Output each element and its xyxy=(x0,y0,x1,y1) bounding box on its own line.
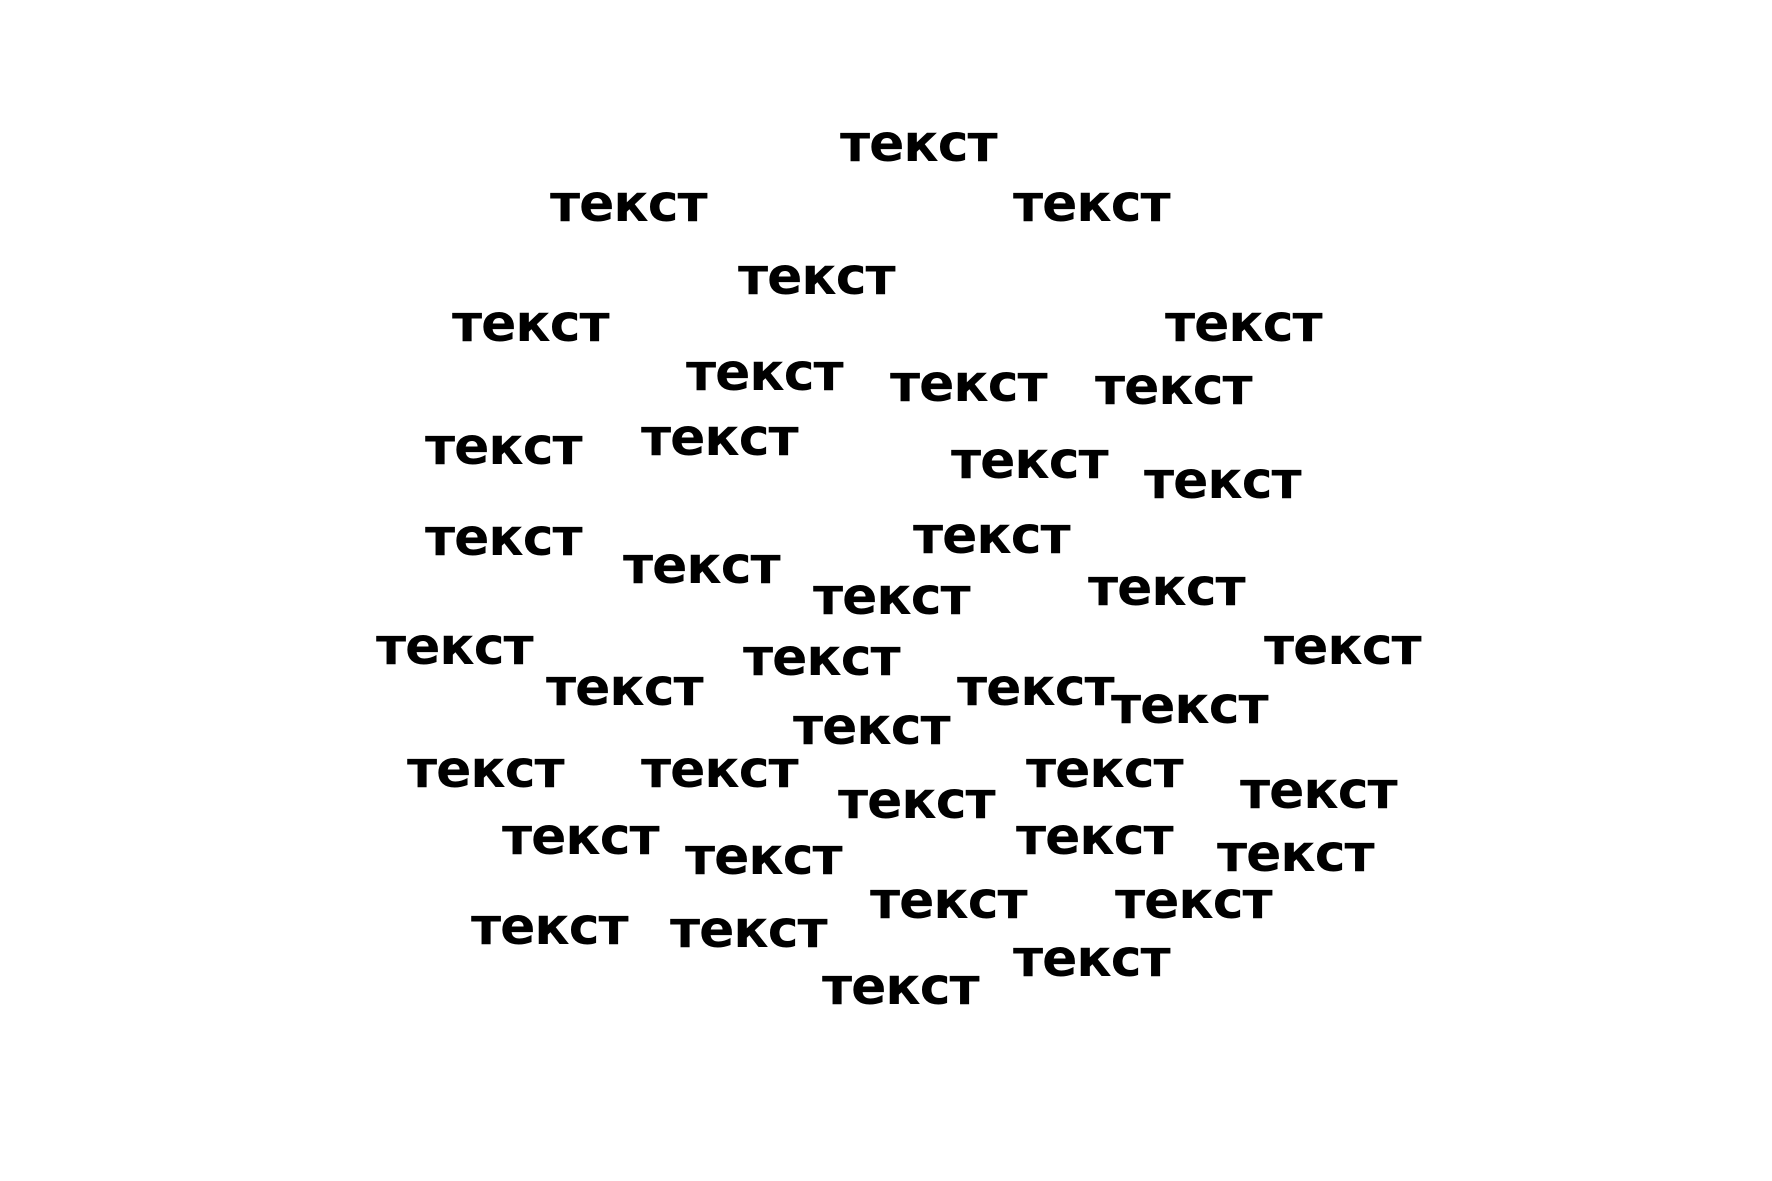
word-cloud-word: текст xyxy=(1165,294,1323,354)
word-cloud-word: текст xyxy=(502,807,660,867)
word-cloud-word: текст xyxy=(1115,871,1273,931)
word-cloud-word: текст xyxy=(641,740,799,800)
word-cloud-word: текст xyxy=(870,871,1028,931)
word-cloud-word: текст xyxy=(550,174,708,234)
word-cloud-word: текст xyxy=(913,506,1071,566)
word-cloud-word: текст xyxy=(1240,761,1398,821)
word-cloud-word: текст xyxy=(1111,676,1269,736)
word-cloud-word: текст xyxy=(822,957,980,1017)
word-cloud-word: текст xyxy=(813,567,971,627)
word-cloud-word: текст xyxy=(1144,451,1302,511)
word-cloud-word: текст xyxy=(743,628,901,688)
word-cloud-word: текст xyxy=(1264,617,1422,677)
word-cloud-word: текст xyxy=(890,354,1048,414)
word-cloud-word: текст xyxy=(1016,807,1174,867)
word-cloud-word: текст xyxy=(1217,824,1375,884)
word-cloud-word: текст xyxy=(425,508,583,568)
word-cloud-word: текст xyxy=(1095,357,1253,417)
word-cloud-word: текст xyxy=(1013,174,1171,234)
word-cloud-word: текст xyxy=(623,536,781,596)
word-cloud-word: текст xyxy=(376,617,534,677)
word-cloud-word: текст xyxy=(471,897,629,957)
word-cloud-word: текст xyxy=(670,900,828,960)
word-cloud-word: текст xyxy=(407,740,565,800)
word-cloud-word: текст xyxy=(546,658,704,718)
word-cloud-word: текст xyxy=(1088,558,1246,618)
word-cloud-word: текст xyxy=(1013,929,1171,989)
word-cloud-word: текст xyxy=(840,114,998,174)
word-cloud-word: текст xyxy=(1026,740,1184,800)
word-cloud-word: текст xyxy=(452,294,610,354)
word-cloud-word: текст xyxy=(686,343,844,403)
word-cloud-word: текст xyxy=(425,417,583,477)
word-cloud-word: текст xyxy=(685,827,843,887)
word-cloud-word: текст xyxy=(738,247,896,307)
word-cloud-word: текст xyxy=(838,771,996,831)
word-cloud-word: текст xyxy=(641,408,799,468)
word-cloud-word: текст xyxy=(957,658,1115,718)
word-cloud-word: текст xyxy=(951,431,1109,491)
word-cloud-word: текст xyxy=(793,697,951,757)
